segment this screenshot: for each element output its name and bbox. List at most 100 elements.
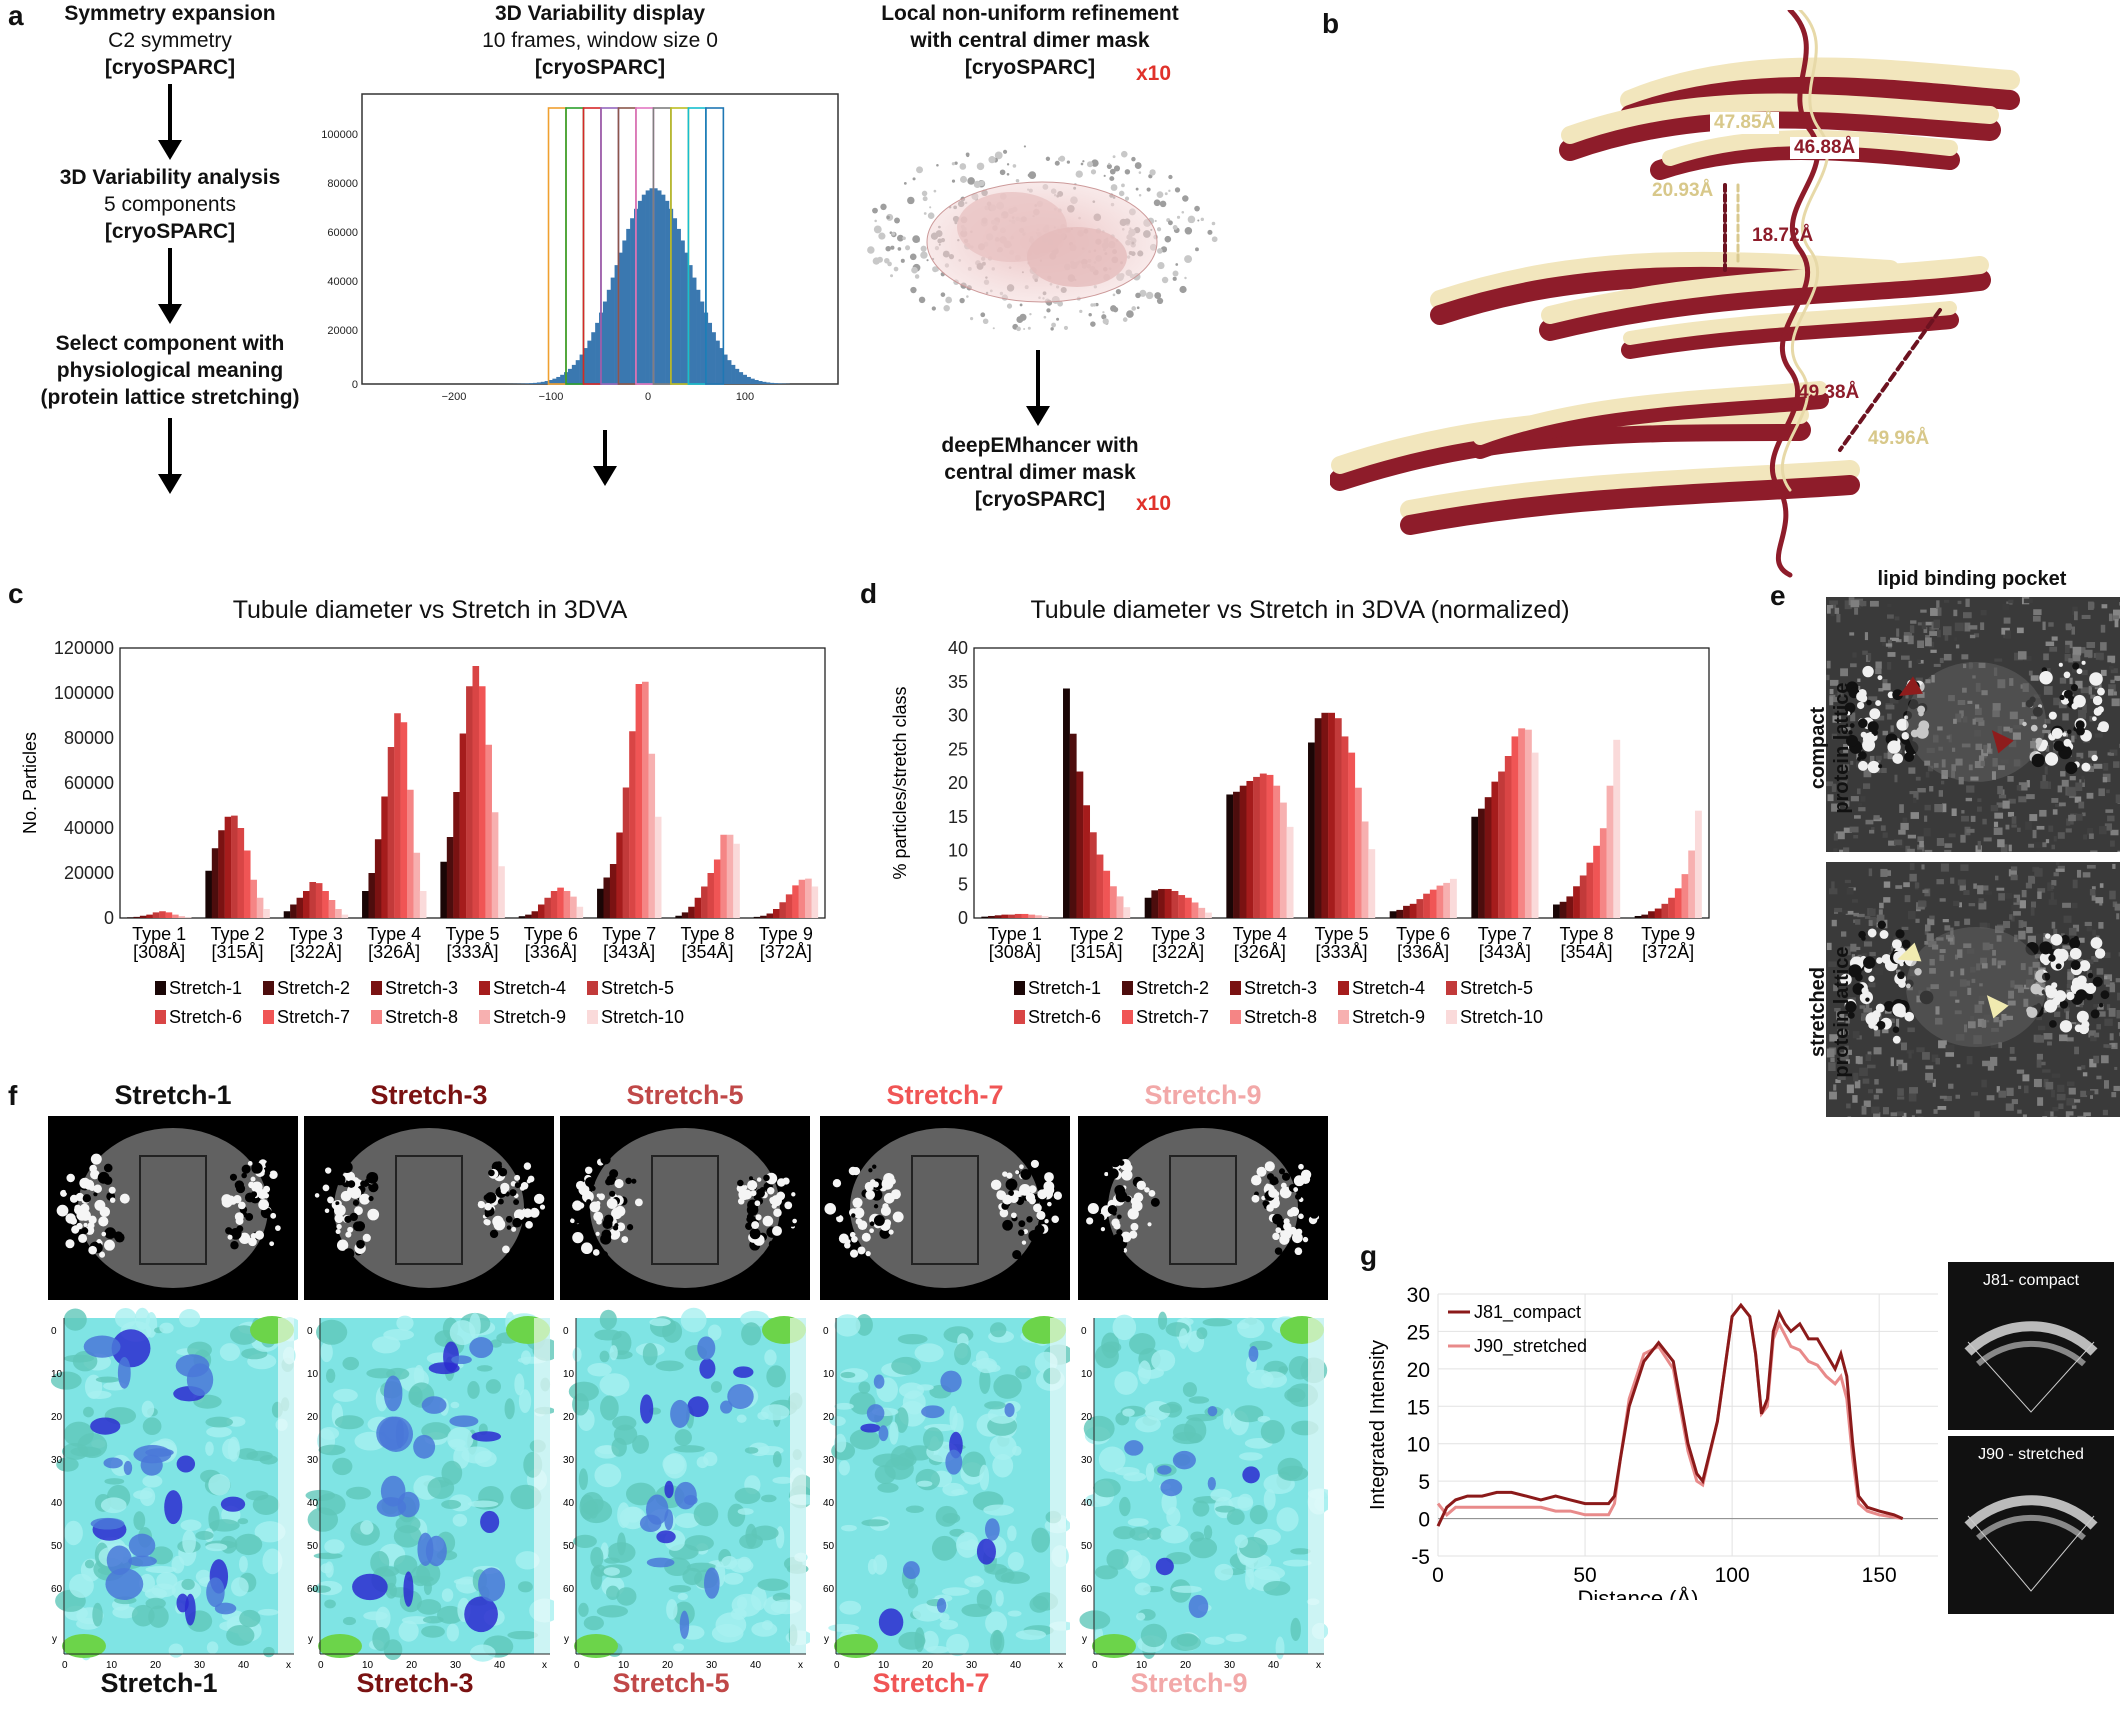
density-speck — [1135, 292, 1141, 299]
category-label: Type 5 — [445, 924, 499, 944]
density-blob — [1047, 1201, 1052, 1207]
noise-speck — [1943, 1095, 1952, 1102]
noise-speck — [1974, 707, 1982, 716]
density-speck — [959, 163, 967, 170]
noise-speck — [1863, 1100, 1871, 1108]
noise-speck — [2074, 813, 2083, 821]
noise-speck — [2009, 678, 2014, 686]
map-blob — [1225, 1633, 1247, 1642]
panel-label-e: e — [1770, 580, 1786, 611]
noise-speck — [2050, 1116, 2058, 1117]
bar — [1034, 915, 1042, 918]
noise-speck — [2028, 843, 2037, 848]
map-deep-blob — [878, 1425, 889, 1442]
noise-speck — [1837, 1013, 1845, 1022]
histogram-bar — [657, 190, 662, 384]
noise-speck — [2088, 833, 2094, 839]
bar — [1164, 888, 1172, 918]
map-blob — [318, 1444, 346, 1456]
compact-label-2: protein lattice — [1831, 682, 1853, 814]
density-speck — [1124, 196, 1130, 201]
arrowhead-marker — [1991, 730, 2014, 754]
density-speck — [897, 247, 902, 251]
bar — [172, 914, 179, 918]
noise-speck — [1845, 910, 1854, 915]
density-speck — [1121, 183, 1125, 188]
legend-swatch — [371, 981, 382, 995]
density-blob — [1877, 675, 1883, 681]
density-speck — [1028, 171, 1037, 180]
map-blob — [949, 1405, 958, 1431]
map-blob — [1140, 1623, 1168, 1648]
map-deep-blob — [720, 1400, 733, 1414]
bar — [785, 894, 793, 918]
map-blob — [1278, 1465, 1309, 1482]
map-deep-blob — [646, 1557, 675, 1568]
noise-speck — [1834, 607, 1840, 614]
bar — [544, 897, 552, 918]
density-blob — [221, 1196, 233, 1208]
noise-speck — [1858, 802, 1863, 807]
noise-speck — [1933, 663, 1941, 667]
density-blob — [313, 1213, 318, 1218]
legend-swatch — [587, 1010, 598, 1024]
density-blob — [2094, 948, 2106, 959]
density-blob — [248, 1237, 257, 1247]
flow-step-symmetry: Symmetry expansion C2 symmetry [cryoSPAR… — [20, 0, 320, 81]
legend-label: Stretch-4 — [493, 978, 566, 998]
noise-speck — [2051, 1073, 2061, 1078]
density-blob — [1897, 971, 1905, 980]
noise-speck — [1966, 1055, 1973, 1065]
noise-speck — [2016, 785, 2022, 791]
noise-speck — [2092, 929, 2096, 936]
noise-speck — [1828, 961, 1837, 968]
map-blob — [131, 1604, 155, 1627]
bar — [1151, 890, 1159, 918]
map-blob — [877, 1482, 899, 1493]
hist-ytick: 80000 — [327, 178, 358, 190]
bar — [681, 912, 689, 918]
density-speck — [951, 179, 956, 183]
bar — [1416, 899, 1424, 918]
density-blob — [1865, 1012, 1880, 1026]
noise-speck — [1970, 1015, 1975, 1021]
density-blob — [497, 1198, 504, 1205]
density-blob — [90, 1153, 102, 1165]
noise-speck — [1896, 1018, 1900, 1028]
density-blob — [241, 1172, 247, 1179]
density-blob — [2042, 724, 2047, 729]
density-blob — [1289, 1206, 1300, 1217]
histogram-bar — [672, 218, 678, 384]
density-blob — [1859, 990, 1873, 1005]
density-speck — [929, 206, 932, 209]
density-speck — [912, 235, 921, 243]
selection-box — [395, 1155, 463, 1265]
noise-speck — [2071, 1105, 2077, 1109]
noise-speck — [2051, 636, 2058, 641]
noise-speck — [2071, 902, 2078, 909]
density-blob — [593, 1211, 604, 1222]
map-ytick: 10 — [1081, 1369, 1093, 1380]
density-blob — [334, 1214, 344, 1224]
density-blob — [1150, 1197, 1160, 1207]
density-blob — [608, 1228, 621, 1240]
density-speck — [1156, 227, 1162, 232]
noise-speck — [2022, 1074, 2030, 1082]
density-blob — [2066, 729, 2072, 735]
noise-speck — [2093, 1004, 2099, 1008]
step2-sub: 5 components — [104, 193, 236, 216]
noise-speck — [2107, 752, 2112, 756]
density-blob — [336, 1239, 349, 1251]
density-speck — [877, 256, 883, 263]
density-blob — [65, 1187, 73, 1195]
map-blob — [453, 1578, 476, 1585]
density-speck — [1101, 314, 1107, 320]
map-blob — [873, 1554, 888, 1575]
density-speck — [1131, 156, 1136, 162]
noise-speck — [1835, 973, 1844, 982]
histogram-bar — [661, 194, 666, 384]
density-blob — [83, 1222, 88, 1228]
noise-speck — [1882, 1107, 1889, 1115]
density-blob — [1008, 1190, 1015, 1196]
